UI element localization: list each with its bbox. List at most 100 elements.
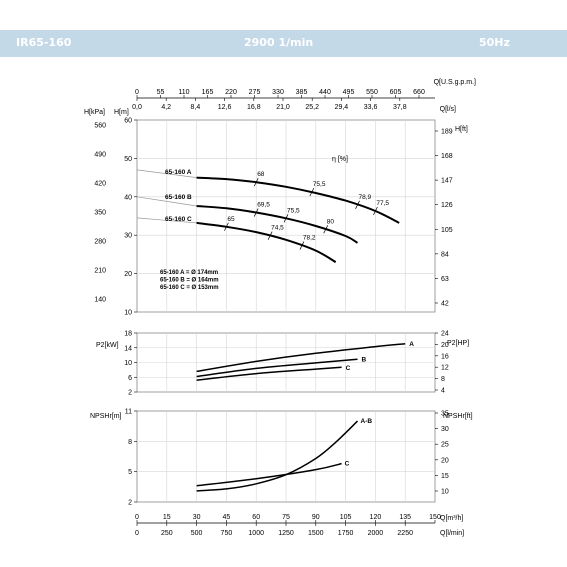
efficiency-mark (253, 178, 259, 187)
y-axis-label: H[m] (114, 109, 129, 116)
bottom-axis-m3h-tick-label: 120 (370, 514, 382, 521)
bottom-axis-m3h-tick-label: 105 (340, 514, 352, 521)
y-tick-label: 50 (124, 156, 132, 163)
efficiency-value: 77,5 (376, 200, 389, 207)
top-axis-ls-tick-label: 16,8 (247, 104, 261, 111)
head-curve-extension (136, 169, 197, 178)
y-tick-label: 11 (125, 409, 132, 416)
right-tick-label: 8 (441, 376, 445, 383)
y-tick-label: 8 (128, 439, 132, 446)
right-tick-label: 25 (441, 442, 449, 449)
pump-frequency: 50Hz (479, 36, 510, 49)
top-axis-ls-tick-label: 37,8 (393, 104, 407, 111)
bottom-axis-m3h-tick-label: 45 (223, 514, 231, 521)
y-axis-label: P2[kW] (96, 342, 119, 349)
efficiency-value: 80 (327, 218, 335, 225)
y-tick-label: 20 (124, 271, 132, 278)
top-axis-ls-tick-label: 12,6 (218, 104, 232, 111)
efficiency-mark (299, 241, 305, 250)
efficiency-value: 74,5 (271, 225, 284, 232)
top-axis-usgpm-tick-label: 385 (296, 89, 308, 96)
efficiency-mark (283, 214, 289, 223)
head-curve-extension (136, 217, 197, 224)
y-tick-label: 30 (124, 233, 132, 240)
series-label: A (409, 341, 414, 348)
efficiency-value: 68 (257, 171, 265, 178)
right-tick-label: 30 (441, 426, 449, 433)
top-axis-usgpm-tick-label: 660 (413, 89, 425, 96)
top-axis-ls-tick-label: 0,0 (132, 104, 142, 111)
top-axis-ls-tick-label: 4,2 (161, 104, 171, 111)
top-axis-usgpm-tick-label: 55 (157, 89, 165, 96)
top-axis-usgpm-tick-label: 165 (202, 89, 214, 96)
power-curve (196, 342, 406, 373)
y-tick-label: 6 (128, 375, 132, 382)
head-curve (196, 221, 337, 263)
y-tick-kpa-label: 490 (94, 152, 106, 159)
y-tick-kpa-label: 350 (94, 210, 106, 217)
right-tick-label: 15 (441, 473, 449, 480)
top-axis-usgpm-tick-label: 550 (366, 89, 378, 96)
impeller-note: 65-160 B = Ø 164mm (160, 278, 219, 284)
efficiency-mark (323, 225, 329, 234)
series-label: A-B (361, 418, 373, 425)
efficiency-mark (224, 222, 229, 231)
bottom-axis-m3h-tick-label: 90 (312, 514, 320, 521)
y-tick-label: 5 (128, 469, 132, 476)
efficiency-value: 78,2 (303, 235, 316, 242)
top-axis-usgpm-tick-label: 605 (390, 89, 402, 96)
bottom-axis-lmin-tick-label: 2000 (368, 530, 384, 537)
pump-speed: 2900 1/min (244, 36, 314, 49)
header-bar: IR65-160 2900 1/min 50Hz (0, 30, 567, 57)
right-tick-label: 4 (441, 388, 445, 395)
bottom-axis-lmin-tick-label: 250 (161, 530, 173, 537)
bottom-axis-m3h-tick-label: 75 (282, 514, 290, 521)
top-axis-usgpm-tick-label: 220 (225, 89, 237, 96)
y-tick-label: 10 (124, 310, 132, 317)
top-axis-ls-tick-label: 29,4 (335, 104, 349, 111)
y-tick-label: 40 (124, 194, 132, 201)
top-axis-usgpm-tick-label: 330 (272, 89, 284, 96)
efficiency-value: 78,9 (359, 194, 372, 201)
npsh-curve (196, 462, 342, 487)
top-axis-ls-tick-label: 8,4 (191, 104, 201, 111)
bottom-axis-lmin-tick-label: 750 (221, 530, 233, 537)
right-tick-label: 10 (441, 489, 449, 496)
top-axis-ls-label: Q[l/s] (440, 106, 456, 113)
impeller-note: 65-160 A = Ø 174mm (160, 270, 218, 276)
right-tick-label: 20 (441, 457, 449, 464)
series-label: C (346, 365, 351, 372)
y-tick-kpa-label: 420 (94, 181, 106, 188)
y-tick-label: 10 (124, 360, 132, 367)
y-tick-label: 2 (128, 500, 132, 507)
bottom-axis-lmin-tick-label: 1750 (338, 530, 354, 537)
right-tick-label: 35 (441, 411, 449, 418)
impeller-note: 65-160 C = Ø 153mm (160, 285, 219, 291)
series-label: B (362, 357, 367, 364)
right-axis-label: P2[HP] (447, 340, 469, 347)
bottom-axis-m3h-label: Q[m³/h] (440, 515, 463, 522)
efficiency-value: 65 (227, 216, 235, 223)
bottom-axis-lmin-tick-label: 1250 (278, 530, 294, 537)
y-tick-label: 14 (124, 345, 132, 352)
efficiency-value: 75,5 (287, 207, 300, 214)
bottom-axis-m3h-tick-label: 15 (163, 514, 171, 521)
bottom-axis-lmin-tick-label: 2250 (397, 530, 413, 537)
right-tick-label: 42 (441, 301, 449, 308)
bottom-axis-lmin-tick-label: 0 (135, 530, 139, 537)
top-axis-ls-tick-label: 25,2 (305, 104, 319, 111)
efficiency-mark (355, 200, 360, 209)
power-curve (196, 366, 342, 381)
bottom-axis-m3h-tick-label: 150 (429, 514, 441, 521)
top-axis-ls-tick-label: 21,0 (276, 104, 290, 111)
y-tick-label: 2 (128, 390, 132, 397)
right-tick-label: 84 (441, 251, 449, 258)
npsh-curve (196, 420, 359, 492)
top-axis-usgpm-tick-label: 275 (249, 89, 261, 96)
series-label: 65-160 C (165, 216, 192, 223)
right-tick-label: 16 (441, 353, 449, 360)
top-axis-usgpm-tick-label: 110 (178, 89, 189, 96)
right-tick-label: 147 (441, 178, 453, 185)
y-tick-label: 18 (124, 331, 132, 338)
top-axis-usgpm-tick-label: 440 (319, 89, 331, 96)
